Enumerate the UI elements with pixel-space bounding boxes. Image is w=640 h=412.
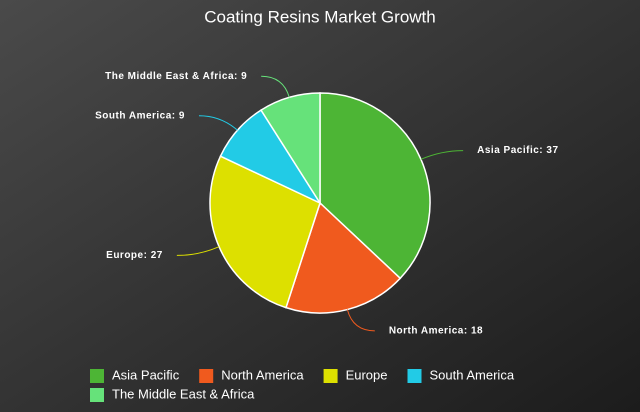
data-label: The Middle East & Africa: 9	[105, 71, 247, 82]
legend-swatch	[90, 388, 104, 402]
chart-title: Coating Resins Market Growth	[204, 7, 435, 26]
legend-label: North America	[221, 367, 304, 382]
data-label: Europe: 27	[106, 250, 163, 261]
legend-label: Europe	[346, 367, 388, 382]
pie-slice	[209, 155, 321, 309]
legend-label: The Middle East & Africa	[112, 386, 255, 401]
data-label: South America: 9	[95, 110, 185, 121]
pie-slice	[260, 92, 321, 206]
legend-swatch	[199, 369, 214, 383]
pie-slice	[285, 201, 402, 314]
legend-swatch	[407, 369, 422, 383]
data-label: Asia Pacific: 37	[477, 145, 558, 156]
legend-label: Asia Pacific	[112, 367, 180, 382]
leader-line	[420, 150, 464, 160]
legend-swatch	[323, 369, 338, 383]
legend-label: South America	[430, 367, 515, 382]
legend-swatch	[90, 369, 104, 383]
leader-line	[176, 246, 220, 256]
leader-line	[261, 75, 290, 98]
data-label: North America: 18	[389, 325, 483, 336]
leader-line	[198, 115, 238, 131]
leader-line	[346, 309, 375, 332]
